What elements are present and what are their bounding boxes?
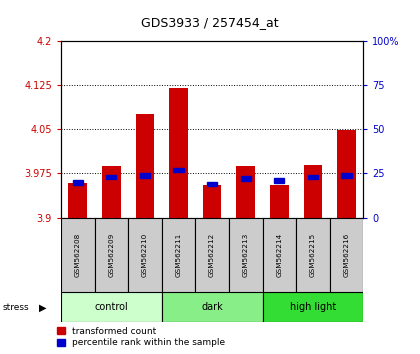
Bar — [270, 185, 289, 218]
Bar — [140, 173, 150, 178]
Text: stress: stress — [2, 303, 29, 312]
Bar — [73, 180, 83, 185]
Text: GSM562208: GSM562208 — [75, 233, 81, 277]
Bar — [236, 166, 255, 218]
Text: ▶: ▶ — [39, 303, 47, 313]
Text: GSM562216: GSM562216 — [344, 233, 349, 277]
Bar — [207, 182, 217, 187]
Text: GSM562214: GSM562214 — [276, 233, 282, 277]
Bar — [162, 292, 262, 322]
Bar — [308, 175, 318, 179]
Text: GSM562215: GSM562215 — [310, 233, 316, 277]
Bar — [241, 176, 251, 181]
Text: dark: dark — [201, 302, 223, 312]
Bar — [229, 218, 262, 292]
Bar — [102, 166, 121, 218]
Bar — [195, 218, 229, 292]
Bar — [337, 130, 356, 218]
Bar — [128, 218, 162, 292]
Bar — [173, 167, 184, 172]
Bar — [61, 292, 162, 322]
Text: GSM562213: GSM562213 — [243, 233, 249, 277]
Text: control: control — [94, 302, 128, 312]
Text: GDS3933 / 257454_at: GDS3933 / 257454_at — [141, 17, 279, 29]
Bar — [106, 175, 116, 179]
Bar — [262, 218, 296, 292]
Bar — [330, 218, 363, 292]
Text: GSM562212: GSM562212 — [209, 233, 215, 277]
Text: GSM562210: GSM562210 — [142, 233, 148, 277]
Bar — [341, 173, 352, 178]
Bar — [262, 292, 363, 322]
Text: GSM562211: GSM562211 — [176, 233, 181, 277]
Bar — [68, 183, 87, 218]
Legend: transformed count, percentile rank within the sample: transformed count, percentile rank withi… — [57, 327, 226, 347]
Text: GSM562209: GSM562209 — [108, 233, 114, 277]
Bar — [94, 218, 128, 292]
Bar — [203, 185, 221, 218]
Bar — [136, 114, 154, 218]
Bar — [61, 218, 94, 292]
Text: high light: high light — [290, 302, 336, 312]
Bar — [274, 178, 284, 183]
Bar — [304, 165, 322, 218]
Bar — [296, 218, 330, 292]
Bar — [162, 218, 195, 292]
Bar — [169, 88, 188, 218]
